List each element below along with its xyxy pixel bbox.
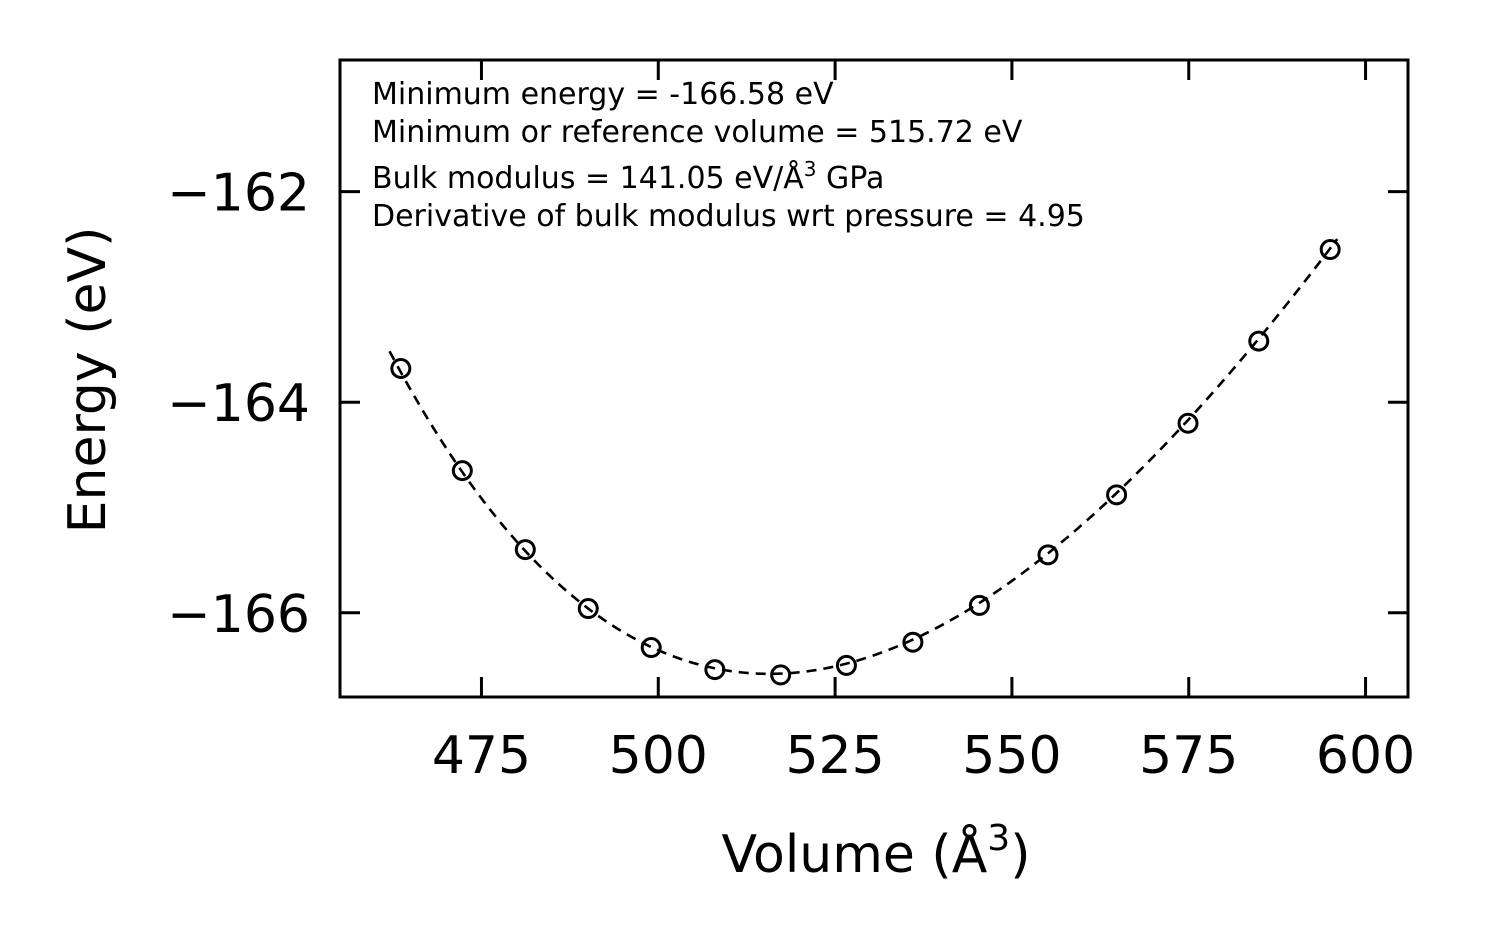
y-axis-title: Energy (eV) [58,227,118,534]
x-axis-title-sup: 3 [987,818,1010,859]
plot-frame [338,58,1410,699]
axis-ticks [340,60,1408,697]
y-tick-label: −162 [167,164,310,224]
data-points [390,239,1341,686]
data-point [451,460,473,482]
data-point [1248,330,1270,352]
data-point [640,637,662,659]
fit-curve [388,238,1339,676]
annotation-bulk-modulus: Bulk modulus = 141.05 eV/Å3 GPa [372,157,884,196]
data-point [902,631,924,653]
y-tick-label: −166 [167,585,310,645]
data-point [704,659,726,681]
data-point [1106,484,1128,506]
data-point [770,664,792,686]
data-point [968,594,990,616]
data-point [1177,412,1199,434]
x-axis-title-main: Volume (Å [722,823,988,885]
x-axis-title-end: ) [1010,825,1030,885]
data-point [1037,544,1059,566]
data-point [390,357,412,379]
annotation-bulk-modulus-main: Bulk modulus = 141.05 eV/Å [372,160,804,196]
annotation-bulk-modulus-unit: GPa [817,161,885,196]
annotation-bulk-derivative: Derivative of bulk modulus wrt pressure … [372,199,1085,234]
x-tick-label: 500 [609,726,708,786]
x-tick-label: 575 [1139,726,1238,786]
x-axis-title: Volume (Å3) [722,818,1031,885]
y-tick-labels: −162 −164 −166 [167,164,310,645]
data-point [1319,239,1341,261]
y-tick-label: −164 [167,374,310,434]
annotation-min-volume: Minimum or reference volume = 515.72 eV [372,115,1023,150]
annotation-min-energy: Minimum energy = -166.58 eV [372,77,834,112]
x-tick-label: 550 [962,726,1061,786]
data-point [577,598,599,620]
data-point [514,539,536,561]
x-tick-label: 475 [432,726,531,786]
x-tick-label: 525 [785,726,884,786]
annotation-bulk-modulus-sup: 3 [804,157,817,181]
data-point [835,654,857,676]
x-tick-label: 600 [1316,726,1415,786]
x-tick-labels: 475 500 525 550 575 600 [432,726,1415,786]
